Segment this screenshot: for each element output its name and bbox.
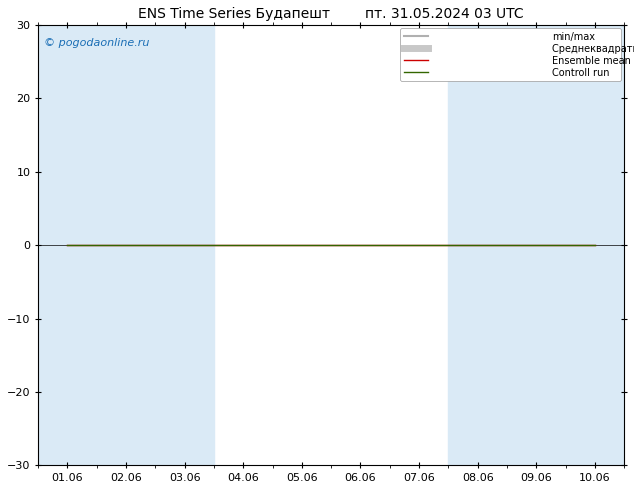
Title: ENS Time Series Будапешт        пт. 31.05.2024 03 UTC: ENS Time Series Будапешт пт. 31.05.2024 … xyxy=(138,7,524,21)
Bar xyxy=(38,25,214,465)
Legend: min/max, Среднеквадратическое отклонение, Ensemble mean run, Controll run: min/max, Среднеквадратическое отклонение… xyxy=(400,28,621,81)
Bar xyxy=(448,25,624,465)
Text: © pogodaonline.ru: © pogodaonline.ru xyxy=(44,38,150,48)
